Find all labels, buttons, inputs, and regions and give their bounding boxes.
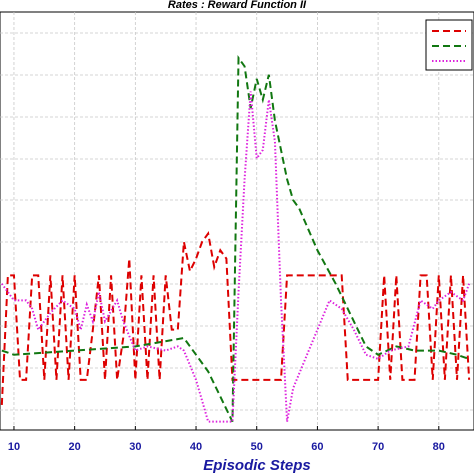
x-tick-label: 20: [69, 441, 81, 453]
series-line: [0, 231, 471, 405]
x-tick-label: 80: [433, 441, 445, 453]
x-axis-label: Episodic Steps: [203, 457, 311, 474]
chart-title: Rates : Reward Function II: [168, 0, 307, 11]
x-tick-label: 50: [251, 441, 263, 453]
x-tick-label: 30: [129, 441, 141, 453]
x-tick-label: 10: [8, 441, 20, 453]
x-tick-label: 60: [311, 441, 323, 453]
x-tick-label: 40: [190, 441, 202, 453]
series-line: [1, 54, 470, 423]
x-tick-label: 70: [372, 441, 384, 453]
